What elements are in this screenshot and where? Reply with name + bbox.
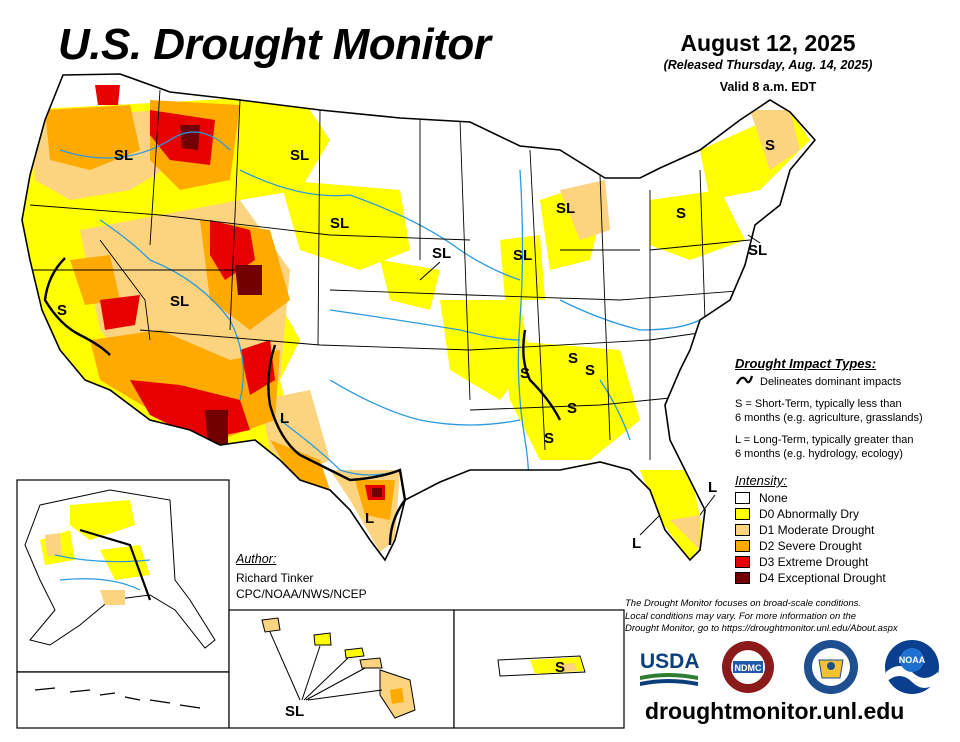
label-sl-oregon: SL: [114, 147, 133, 164]
label-leaders: [419, 234, 761, 536]
legend-swatch: [735, 492, 750, 504]
website-url[interactable]: droughtmonitor.unl.edu: [645, 698, 905, 724]
impact-short-term-line2: 6 months (e.g. agriculture, grasslands): [735, 412, 923, 424]
legend-swatch: [735, 524, 750, 536]
label-sl-michigan: SL: [556, 200, 575, 217]
disclaimer: The Drought Monitor focuses on broad-sca…: [625, 598, 925, 636]
noaa-logo-text: NOAA: [899, 655, 926, 665]
legend-label: D2 Severe Drought: [759, 539, 862, 553]
author-org: CPC/NOAA/NWS/NCEP: [236, 587, 367, 601]
label-s-puerto-rico: S: [555, 659, 565, 676]
label-s-tennessee: S: [585, 362, 595, 379]
legend-swatch: [735, 540, 750, 552]
map-title: U.S. Drought Monitor: [58, 20, 491, 69]
impact-long-term-line1: L = Long-Term, typically greater than: [735, 434, 914, 446]
label-sl-montana: SL: [290, 147, 309, 164]
label-sl-northeast: SL: [748, 242, 767, 259]
label-l-newmexico: L: [280, 410, 289, 427]
legend-label: D1 Moderate Drought: [759, 523, 875, 537]
label-sl-nebraska: SL: [432, 245, 451, 262]
d4-areas: [180, 125, 382, 497]
state-borders: [22, 89, 751, 460]
label-s-newyork: S: [676, 205, 686, 222]
impact-line-symbol: [736, 375, 754, 385]
label-s-kentucky: S: [568, 350, 578, 367]
label-sl-dakota: SL: [330, 215, 349, 232]
intensity-title: Intensity:: [735, 473, 788, 488]
legend-label: D3 Extreme Drought: [759, 555, 869, 569]
legend-row-d4: D4 Exceptional Drought: [735, 570, 886, 586]
ndmc-logo: NDMC: [722, 641, 774, 693]
disclaimer-line3: Drought Monitor, go to https://droughtmo…: [625, 623, 898, 634]
map-date: August 12, 2025: [680, 30, 856, 56]
legend-swatch: [735, 572, 750, 584]
label-l-florida-east: L: [708, 479, 717, 496]
label-s-arkansas: S: [520, 365, 530, 382]
legend-label: None: [759, 491, 788, 505]
legend-row-none: None: [735, 490, 788, 506]
usda-logo-text: USDA: [640, 650, 700, 673]
author-name: Richard Tinker: [236, 571, 314, 585]
noaa-logo: NOAA: [885, 640, 939, 694]
ndmc-logo-text: NDMC: [735, 663, 762, 673]
legend-label: D4 Exceptional Drought: [759, 571, 886, 585]
release-date: (Released Thursday, Aug. 14, 2025): [663, 58, 873, 72]
hawaii-inset: SL: [228, 609, 455, 729]
impact-labels: SL SL SL SL SL SL SL SL S S S S S S S S …: [57, 137, 775, 552]
label-s-mississippi: S: [544, 430, 554, 447]
legend-row-d0: D0 Abnormally Dry: [735, 506, 859, 522]
label-sl-hawaii: SL: [285, 703, 304, 720]
usda-logo: USDA: [640, 650, 700, 686]
label-sl-nevada: SL: [170, 293, 189, 310]
disclaimer-line2: Local conditions may vary. For more info…: [625, 610, 857, 622]
label-s-california: S: [57, 302, 67, 319]
commerce-seal: [804, 640, 858, 694]
legend-swatch: [735, 556, 750, 568]
impact-delineates-text: Delineates dominant impacts: [760, 376, 902, 388]
puerto-rico-inset: S: [453, 609, 625, 729]
legend-row-d1: D1 Moderate Drought: [735, 522, 874, 538]
legend-swatch: [735, 508, 750, 520]
impact-long-term-line2: 6 months (e.g. hydrology, ecology): [735, 448, 903, 460]
label-s-maine: S: [765, 137, 775, 154]
label-l-florida-west: L: [632, 535, 641, 552]
impact-types-title: Drought Impact Types:: [735, 356, 877, 371]
disclaimer-line1: The Drought Monitor focuses on broad-sca…: [625, 598, 862, 609]
valid-time: Valid 8 a.m. EDT: [719, 80, 817, 94]
label-l-texas: L: [365, 510, 374, 527]
alaska-inset: [16, 479, 230, 729]
impact-lines: [43, 257, 562, 546]
legend-row-d3: D3 Extreme Drought: [735, 554, 868, 570]
rivers: [59, 131, 701, 491]
label-sl-iowa: SL: [513, 247, 532, 264]
label-s-alabama: S: [567, 400, 577, 417]
author-title: Author:: [236, 552, 277, 566]
legend-label: D0 Abnormally Dry: [759, 507, 860, 521]
legend-row-d2: D2 Severe Drought: [735, 538, 862, 554]
impact-short-term-line1: S = Short-Term, typically less than: [735, 398, 902, 410]
